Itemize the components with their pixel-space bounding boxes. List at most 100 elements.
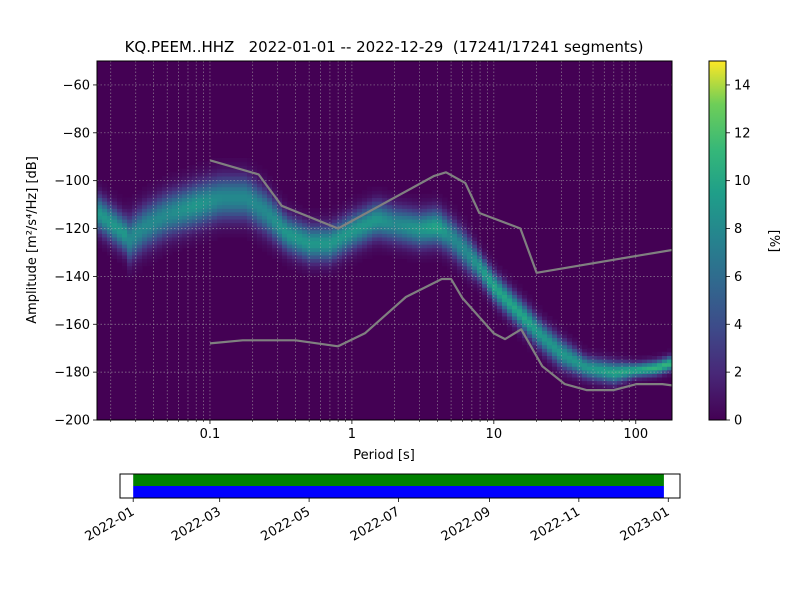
heatmap-cell	[132, 272, 138, 277]
heatmap-cell	[237, 226, 243, 231]
heatmap-cell	[507, 283, 513, 288]
heatmap-cell	[202, 179, 208, 184]
heatmap-cell	[592, 362, 598, 367]
heatmap-cell	[457, 272, 463, 277]
heatmap-cell	[532, 341, 538, 346]
heatmap-cell	[242, 197, 248, 202]
heatmap-cell	[457, 222, 463, 227]
heatmap-cell	[377, 218, 383, 224]
heatmap-cell	[417, 240, 423, 245]
heatmap-cell	[487, 297, 493, 303]
heatmap-cell	[197, 208, 203, 213]
heatmap-cell	[507, 319, 513, 324]
heatmap-cell	[367, 251, 373, 256]
heatmap-cell	[597, 366, 603, 371]
heatmap-cell	[337, 262, 343, 267]
heatmap-cell	[352, 204, 358, 209]
heatmap-cell	[522, 330, 528, 335]
heatmap-cell	[267, 190, 273, 195]
heatmap-cell	[592, 376, 598, 382]
heatmap-cell	[277, 247, 283, 252]
heatmap-cell	[262, 240, 268, 245]
heatmap-cell	[172, 247, 178, 252]
heatmap-cell	[302, 229, 308, 234]
heatmap-cell	[542, 337, 548, 342]
heatmap-cell	[517, 326, 523, 331]
heatmap-cell	[217, 197, 223, 202]
heatmap-cell	[112, 208, 118, 213]
heatmap-cell	[252, 233, 258, 238]
heatmap-cell	[117, 240, 123, 245]
heatmap-cell	[667, 348, 672, 353]
heatmap-cell	[197, 215, 203, 220]
heatmap-cell	[462, 276, 468, 281]
heatmap-cell	[262, 197, 268, 202]
heatmap-cell	[437, 222, 443, 227]
heatmap-cell	[552, 351, 558, 356]
heatmap-cell	[582, 355, 588, 360]
heatmap-cell	[552, 355, 558, 360]
low-noise-model-line	[209, 277, 672, 392]
heatmap-cell	[302, 233, 308, 238]
heatmap-cell	[372, 186, 378, 191]
heatmap-cell	[352, 211, 358, 216]
heatmap-cell	[322, 233, 328, 238]
heatmap-cell	[132, 236, 138, 242]
heatmap-cell	[567, 341, 573, 346]
heatmap-cell	[232, 168, 238, 173]
heatmap-cell	[472, 258, 478, 263]
heatmap-cell	[642, 366, 648, 371]
heatmap-cell	[527, 344, 533, 349]
heatmap-cell	[97, 179, 103, 184]
heatmap-cell	[607, 380, 613, 385]
heatmap-cell	[347, 247, 353, 252]
heatmap-cell	[552, 366, 558, 371]
heatmap-cell	[292, 262, 298, 267]
heatmap-cell	[147, 258, 153, 263]
heatmap-cell	[367, 229, 373, 234]
heatmap-cell	[212, 211, 218, 216]
heatmap-cell	[272, 215, 278, 220]
heatmap-cell	[617, 355, 623, 360]
heatmap-cell	[507, 272, 513, 277]
heatmap-cell	[137, 204, 143, 209]
heatmap-cell	[447, 211, 453, 216]
heatmap-cell	[437, 197, 443, 202]
heatmap-cell	[202, 172, 208, 177]
heatmap-cell	[332, 218, 338, 224]
heatmap-cell	[622, 380, 628, 385]
heatmap-cell	[222, 183, 228, 188]
heatmap-cell	[597, 376, 603, 382]
heatmap-cell	[537, 330, 543, 335]
heatmap-cell	[282, 244, 288, 249]
heatmap-cell	[537, 355, 543, 360]
heatmap-cell	[512, 326, 518, 331]
heatmap-cell	[222, 197, 228, 202]
heatmap-cell	[362, 190, 368, 195]
heatmap-cell	[142, 226, 148, 231]
heatmap-cell	[622, 366, 628, 371]
heatmap-cell	[272, 201, 278, 206]
heatmap-cell	[367, 218, 373, 224]
heatmap-cell	[422, 254, 428, 260]
heatmap-cell	[562, 337, 568, 342]
heatmap-cell	[182, 186, 188, 191]
heatmap-cell	[437, 236, 443, 242]
heatmap-cell	[162, 240, 168, 245]
heatmap-cell	[107, 226, 113, 231]
heatmap-cell	[412, 251, 418, 256]
heatmap-cell	[597, 355, 603, 360]
heatmap-cell	[232, 183, 238, 188]
heatmap-cell	[322, 265, 328, 270]
heatmap-cell	[187, 204, 193, 209]
heatmap-cell	[602, 362, 608, 367]
heatmap-cell	[152, 254, 158, 260]
heatmap-cell	[242, 161, 248, 166]
heatmap-cell	[417, 233, 423, 238]
heatmap-cell	[412, 254, 418, 260]
heatmap-cell	[157, 208, 163, 213]
heatmap-cell	[612, 355, 618, 360]
heatmap-cell	[377, 226, 383, 231]
heatmap-cell	[537, 326, 543, 331]
heatmap-cell	[522, 312, 528, 317]
